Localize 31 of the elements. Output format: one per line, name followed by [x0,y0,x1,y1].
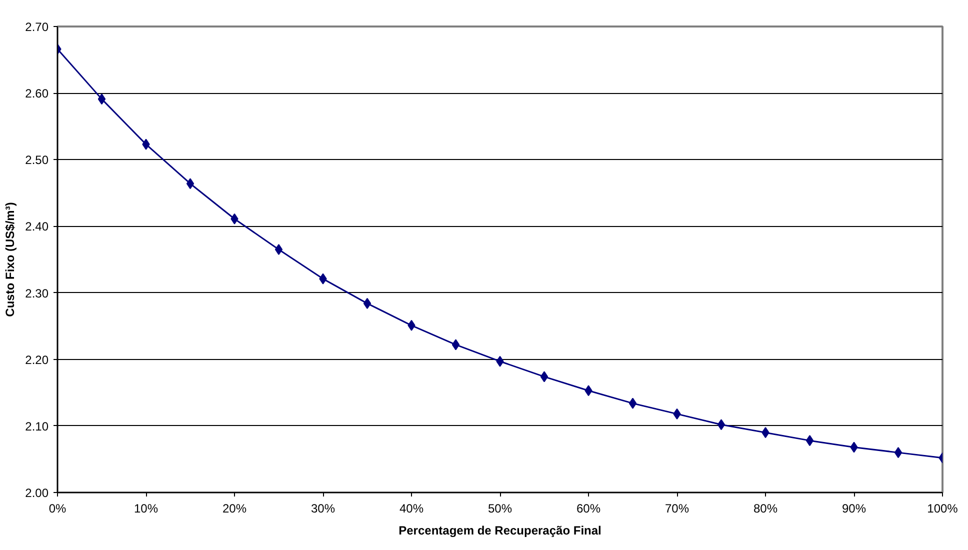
y-tick-label: 2.70 [25,20,49,34]
y-axis-title: Custo Fixo (US$/m³) [3,202,18,317]
point [717,419,726,430]
x-tick-label: 80% [753,502,778,516]
y-tick-label: 2.00 [25,486,49,500]
y-tick-label: 2.10 [25,419,49,434]
x-tick-label: 10% [134,502,158,516]
x-tick-label: 100% [927,502,958,516]
point [186,178,194,190]
x-tick-label: 20% [222,502,247,516]
y-tick-label: 2.20 [25,352,49,367]
y-tick-label: 2.30 [25,286,49,300]
x-tick-label: 40% [399,502,424,516]
y-tick-label: 2.50 [25,153,49,168]
point [98,94,106,105]
x-axis-title: Percentagem de Recuperação Final [398,524,602,538]
point [894,447,902,458]
y-tick-label: 2.40 [25,220,49,234]
point [628,398,637,409]
x-tick-label: 50% [488,502,512,516]
point [274,244,283,256]
point [452,339,460,350]
point [363,298,372,309]
x-tick-label: 30% [310,502,336,516]
point [806,435,814,446]
y-tick-label: 2.60 [25,86,49,101]
x-tick-label: 0% [48,502,66,516]
x-tick-label: 90% [842,502,866,516]
point [540,371,548,382]
x-tick-label: 70% [664,502,690,516]
x-tick-label: 60% [576,502,601,516]
